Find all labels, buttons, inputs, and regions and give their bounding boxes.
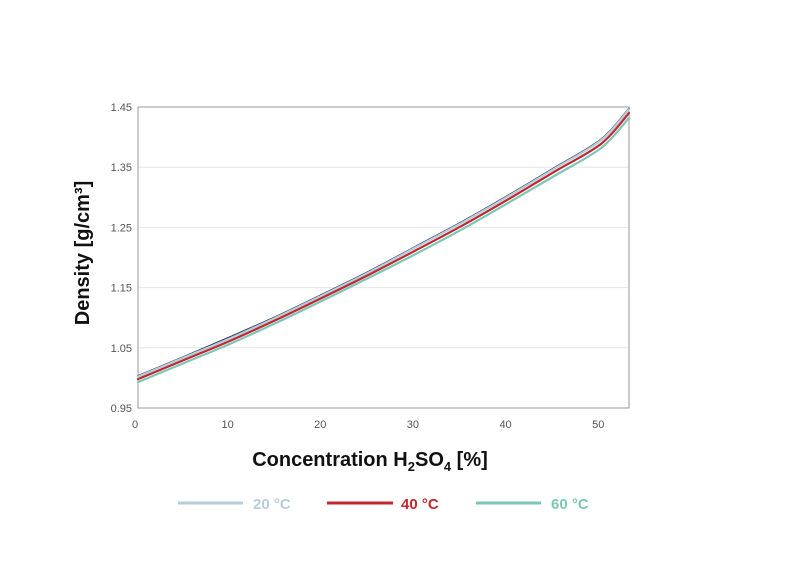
series-lines <box>136 107 631 384</box>
x-axis-title-sub1: 2 <box>408 459 415 474</box>
x-axis-title: Concentration H2SO4 [%] <box>252 449 488 474</box>
x-axis-title-sub2: 4 <box>444 459 452 474</box>
y-tick-label: 0.95 <box>111 403 132 415</box>
x-tick-label: 10 <box>222 419 234 431</box>
y-tick-label: 1.45 <box>111 102 132 114</box>
x-tick-labels: 0 10 20 30 40 50 <box>132 419 604 431</box>
y-axis-title: Density [g/cm³] <box>72 181 94 325</box>
y-tick-labels: 0.95 1.05 1.15 1.25 1.35 1.45 <box>111 102 132 415</box>
y-tick-label: 1.15 <box>111 283 132 295</box>
x-tick-label: 50 <box>592 419 604 431</box>
x-tick-label: 0 <box>132 419 138 431</box>
x-tick-label: 20 <box>314 419 326 431</box>
x-axis-title-mid: SO <box>415 449 444 471</box>
y-tick-label: 1.35 <box>111 162 132 174</box>
series-line-0 <box>136 107 631 378</box>
legend: 20 °C 40 °C 60 °C <box>178 496 589 513</box>
x-axis-title-tail: [%] <box>451 449 488 471</box>
legend-label: 20 °C <box>253 496 291 513</box>
legend-label: 40 °C <box>401 496 439 513</box>
x-axis-title-main: Concentration H <box>252 449 408 471</box>
y-tick-label: 1.25 <box>111 222 132 234</box>
legend-label: 60 °C <box>551 496 589 513</box>
series-line-3 <box>136 116 631 384</box>
y-tick-label: 1.05 <box>111 343 132 355</box>
plot-frame <box>137 106 630 409</box>
x-tick-label: 40 <box>499 419 511 431</box>
grid-lines <box>138 166 629 349</box>
series-line-2 <box>136 111 631 381</box>
series-line-1 <box>136 108 631 378</box>
x-tick-label: 30 <box>407 419 419 431</box>
